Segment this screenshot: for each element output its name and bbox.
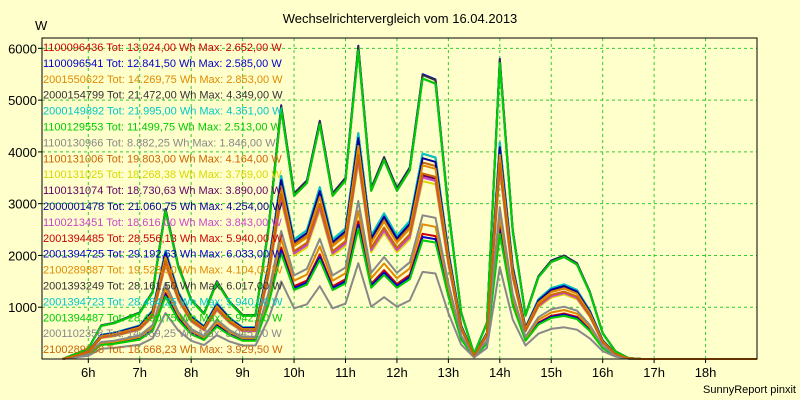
x-tick-label: 10h [283,365,305,380]
legend-entry: 2001394725 Tot: 29.192,63 Wh Max: 6.033,… [43,249,283,261]
legend-entry: 2100289887 Tot: 19.523,50 Wh Max: 4.104,… [43,265,283,277]
legend-entry: 2100289888 Tot: 18.668,23 Wh Max: 3.929,… [43,344,283,356]
series-line-1100130966 [62,262,757,360]
legend-entry: 1100129553 Tot: 11.499,75 Wh Max: 2.513,… [43,122,282,134]
y-axis-label: W [35,18,48,33]
legend-entry: 2000154799 Tot: 21.472,00 Wh Max: 4.349,… [43,90,283,102]
series-line-2100289888 [62,154,757,360]
x-tick-label: 8h [184,365,198,380]
legend-entry: 2001550622 Tot: 14.269,75 Wh Max: 2.853,… [43,74,283,86]
x-tick-label: 16h [592,365,614,380]
series-lines [62,44,757,360]
legend-entry: 1100130966 Tot: 8.882,25 Wh Max: 1.846,0… [43,137,276,149]
axes: 6h 7h 8h 9h 10h 11h 12h 13h 14h 15h 16h 17h 18h 1000 2… [8,37,758,380]
x-tick-label: 14h [489,365,511,380]
legend-entry: 2001102358 Tot: 14.469,25 Wh Max: 3.045,… [43,328,282,340]
x-tick-label: 11h [335,365,356,380]
legend-entry: 2000001478 Tot: 21.060,75 Wh Max: 4.254,… [43,201,283,213]
legend-entry: 1100131025 Tot: 18.268,38 Wh Max: 3.769,… [43,169,282,181]
x-tick-label: 7h [132,365,146,380]
y-tick-label: 6000 [8,41,37,56]
legend-entry: 2001394485 Tot: 28.556,13 Wh Max: 5.940,… [43,233,283,245]
legend-entry: 1100096541 Tot: 12.841,50 Wh Max: 2.585,… [43,58,282,70]
series-line-2001102358 [62,199,757,360]
y-tick-label: 1000 [8,300,37,315]
x-tick-label: 12h [386,365,408,380]
x-tick-label: 9h [235,365,249,380]
footer-credit: SunnyReport pinxit [703,384,796,396]
x-tick-label: 15h [540,365,562,380]
grid [42,38,757,359]
y-tick-label: 2000 [8,248,37,263]
legend-entry: 1100131074 Tot: 18.730,63 Wh Max: 3.890,… [43,185,282,197]
y-tick-label: 3000 [8,197,37,212]
legend-entry: 1100131006 Tot: 19.803,00 Wh Max: 4.164,… [43,153,282,165]
legend-entry: 1100096436 Tot: 13.024,00 Wh Max: 2.652,… [43,42,282,54]
legend-entry: 2001394723 Tot: 28.484,25 Wh Max: 5.940,… [43,296,283,308]
legend-entry: 2001394487 Tot: 28.490,75 Wh Max: 5.942,… [43,312,283,324]
y-tick-label: 4000 [8,145,37,160]
x-tick-label: 13h [438,365,460,380]
legend: 1100096436 Tot: 13.024,00 Wh Max: 2.652,… [43,42,283,356]
x-tick-label: 17h [643,365,665,380]
legend-entry: 2001393249 Tot: 28.161,50 Wh Max: 6.017,… [43,281,283,293]
legend-entry: 2000149892 Tot: 21.995,00 Wh Max: 4.351,… [43,106,283,118]
x-tick-label: 18h [695,365,717,380]
x-tick-label: 6h [81,365,95,380]
plot-frame [41,37,758,360]
legend-entry: 1100213451 Tot: 18.616,00 Wh Max: 3.843,… [43,217,282,229]
series-line-2001394487 [62,49,757,360]
chart-title: Wechselrichtervergleich vom 16.04.2013 [283,11,518,26]
series-line-1100129553 [62,227,757,360]
y-tick-label: 5000 [8,93,37,108]
